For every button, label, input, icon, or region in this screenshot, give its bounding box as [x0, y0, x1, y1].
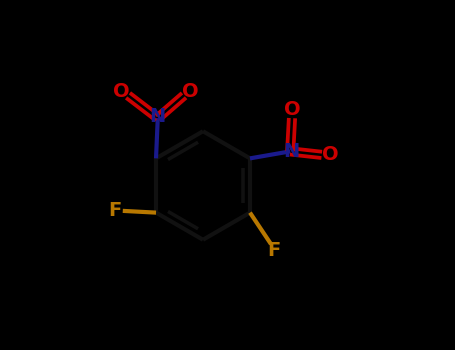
Text: O: O: [322, 145, 339, 164]
Text: F: F: [267, 241, 280, 260]
Text: N: N: [283, 142, 299, 161]
Text: O: O: [283, 100, 300, 119]
Text: F: F: [108, 201, 121, 220]
Text: O: O: [113, 82, 129, 102]
Text: O: O: [182, 82, 199, 102]
Text: N: N: [150, 107, 166, 126]
